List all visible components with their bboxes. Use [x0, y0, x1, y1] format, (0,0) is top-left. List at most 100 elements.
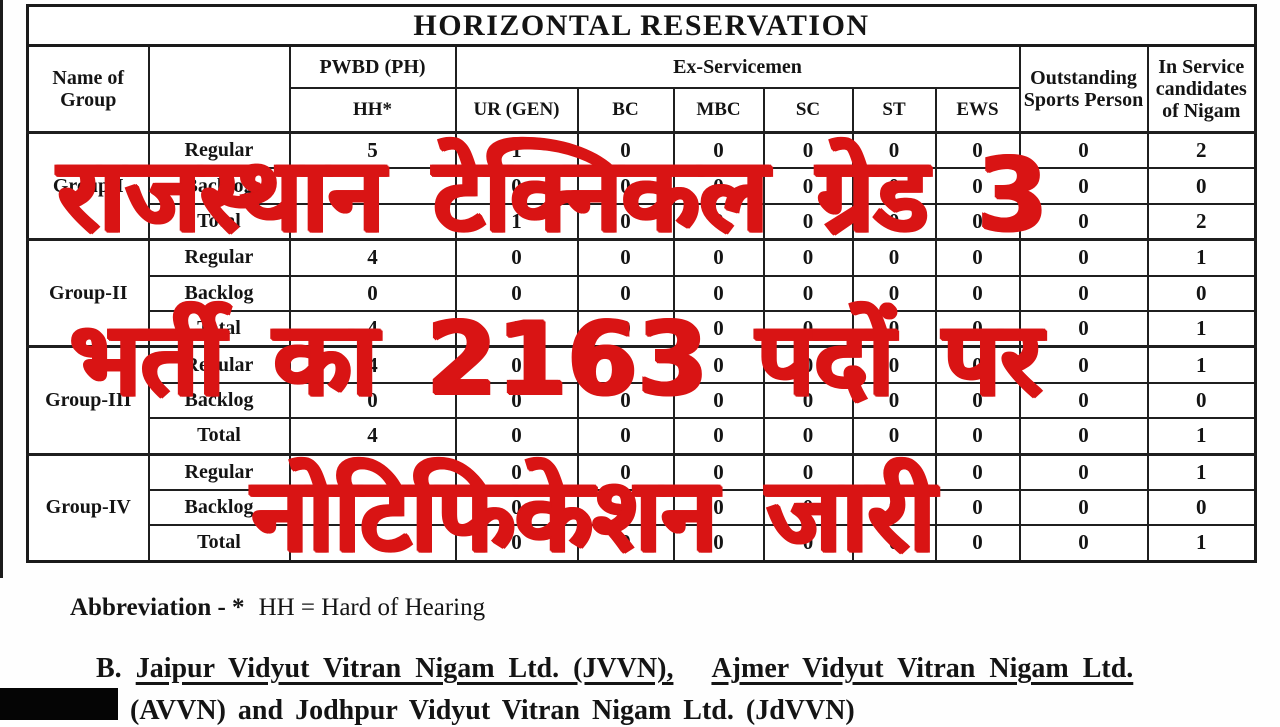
value-cell: 0: [576, 488, 675, 527]
value-cell: 1: [1146, 417, 1257, 456]
value-cell: 0: [851, 131, 937, 170]
value-cell: 0: [851, 274, 937, 312]
value-cell: 0: [672, 309, 765, 348]
value-cell: 0: [672, 131, 765, 170]
value-cell: 0: [851, 488, 937, 527]
value-cell: 0: [672, 417, 765, 456]
value-cell: 0: [1018, 381, 1149, 420]
value-cell: 0: [672, 381, 765, 420]
value-cell: 0: [851, 452, 937, 491]
note-b-line-2: (AVVN) and Jodhpur Vidyut Vitran Nigam L…: [130, 695, 855, 726]
value-cell: 0: [851, 238, 937, 277]
value-cell: 0: [934, 238, 1021, 277]
value-cell: 0: [934, 309, 1021, 348]
value-cell: 0: [454, 417, 579, 456]
header-row-1: Name of Group PWBD (PH) Ex-Servicemen Ou…: [26, 44, 1257, 134]
value-cell: 2: [1146, 202, 1257, 241]
value-cell: 0: [288, 167, 457, 205]
header-mbc: MBC: [672, 87, 765, 134]
value-cell: 0: [762, 524, 854, 563]
value-cell: 0: [762, 238, 854, 277]
value-cell: 0: [1146, 381, 1257, 420]
row-type-cell: Total: [147, 309, 291, 348]
value-cell: 0: [851, 381, 937, 420]
value-cell: 0: [576, 202, 675, 241]
row-type-cell: Regular: [147, 452, 291, 491]
note-b-label: B.: [96, 653, 122, 684]
value-cell: 0: [454, 167, 579, 205]
header-pwbd: PWBD (PH): [288, 44, 457, 89]
value-cell: 5: [288, 131, 457, 170]
header-bc: BC: [576, 87, 675, 134]
table-title: HORIZONTAL RESERVATION: [26, 4, 1257, 47]
value-cell: 1: [1146, 238, 1257, 277]
value-cell: 1: [454, 131, 579, 170]
value-cell: 0: [576, 309, 675, 348]
value-cell: 0: [851, 167, 937, 205]
table-row: Backlog 0 0 0 0 0 0 0 0 0: [28, 274, 1257, 312]
value-cell: [288, 452, 457, 491]
value-cell: 1: [454, 202, 579, 241]
value-cell: 0: [1018, 167, 1149, 205]
headline-overlay-line-3: नोटिफिकेशन जारी: [252, 456, 936, 574]
header-ex-servicemen: Ex-Servicemen: [454, 44, 1021, 89]
value-cell: 5: [288, 202, 457, 241]
value-cell: 0: [851, 417, 937, 456]
value-cell: 1: [1146, 524, 1257, 563]
value-cell: 0: [288, 381, 457, 420]
value-cell: 0: [762, 381, 854, 420]
header-hh: HH*: [288, 87, 457, 134]
row-type-cell: Total: [147, 417, 291, 456]
value-cell: 0: [454, 488, 579, 527]
value-cell: 0: [672, 488, 765, 527]
value-cell: 1: [1146, 309, 1257, 348]
headline-overlay-line-1: राजस्थान टेक्निकल ग्रेड 3: [58, 136, 1048, 254]
group-name-cell: Group-II: [26, 238, 150, 348]
row-type-cell: Backlog: [147, 488, 291, 527]
value-cell: 0: [576, 524, 675, 563]
value-cell: 0: [454, 345, 579, 384]
value-cell: 0: [851, 202, 937, 241]
value-cell: 0: [576, 131, 675, 170]
header-in-service: In Service candidates of Nigam: [1146, 44, 1257, 134]
header-st: ST: [851, 87, 937, 134]
group-name-cell: Group-I: [26, 130, 150, 241]
value-cell: 0: [934, 381, 1021, 420]
value-cell: 0: [934, 274, 1021, 312]
value-cell: 4: [288, 238, 457, 277]
value-cell: 0: [672, 345, 765, 384]
value-cell: 0: [934, 167, 1021, 205]
row-type-cell: Regular: [147, 238, 291, 277]
value-cell: 0: [672, 274, 765, 312]
value-cell: 0: [454, 238, 579, 277]
value-cell: 0: [934, 417, 1021, 456]
value-cell: 0: [851, 309, 937, 348]
value-cell: 0: [934, 524, 1021, 563]
group-name-cell: Group-III: [26, 345, 150, 456]
value-cell: 0: [288, 274, 457, 312]
value-cell: 0: [1146, 488, 1257, 527]
value-cell: 0: [576, 417, 675, 456]
value-cell: 0: [1018, 452, 1149, 491]
value-cell: 0: [762, 131, 854, 170]
table-row: Total 0 0 0 0 0 0 0 1: [28, 524, 1257, 563]
value-cell: 0: [851, 524, 937, 563]
value-cell: 1: [1146, 345, 1257, 384]
value-cell: 0: [762, 488, 854, 527]
abbreviation-text: HH = Hard of Hearing: [258, 594, 486, 621]
header-outstanding-sports: Outstanding Sports Person: [1018, 44, 1149, 134]
value-cell: 0: [672, 452, 765, 491]
table-title-row: HORIZONTAL RESERVATION: [26, 4, 1257, 47]
value-cell: 0: [1146, 274, 1257, 312]
value-cell: 0: [1018, 238, 1149, 277]
table-row: Group-IV Regular 0 0 0 0 0 0 0 1: [26, 452, 1257, 563]
table-row: Backlog 0 0 0 0 0 0 0 0 0: [28, 381, 1257, 420]
value-cell: 0: [762, 202, 854, 241]
value-cell: 0: [934, 131, 1021, 170]
value-cell: 1: [1146, 452, 1257, 491]
table-row: Group-I Regular 5 1 0 0 0 0 0 0 2: [26, 130, 1257, 241]
headline-overlay-line-2: भर्ती का 2163 पदों पर: [70, 300, 1043, 418]
abbreviation-note: Abbreviation - * HH = Hard of Hearing: [70, 594, 485, 622]
reservation-table: HORIZONTAL RESERVATION Name of Group PWB…: [26, 4, 1257, 563]
scan-corner-artifact: [0, 688, 118, 720]
